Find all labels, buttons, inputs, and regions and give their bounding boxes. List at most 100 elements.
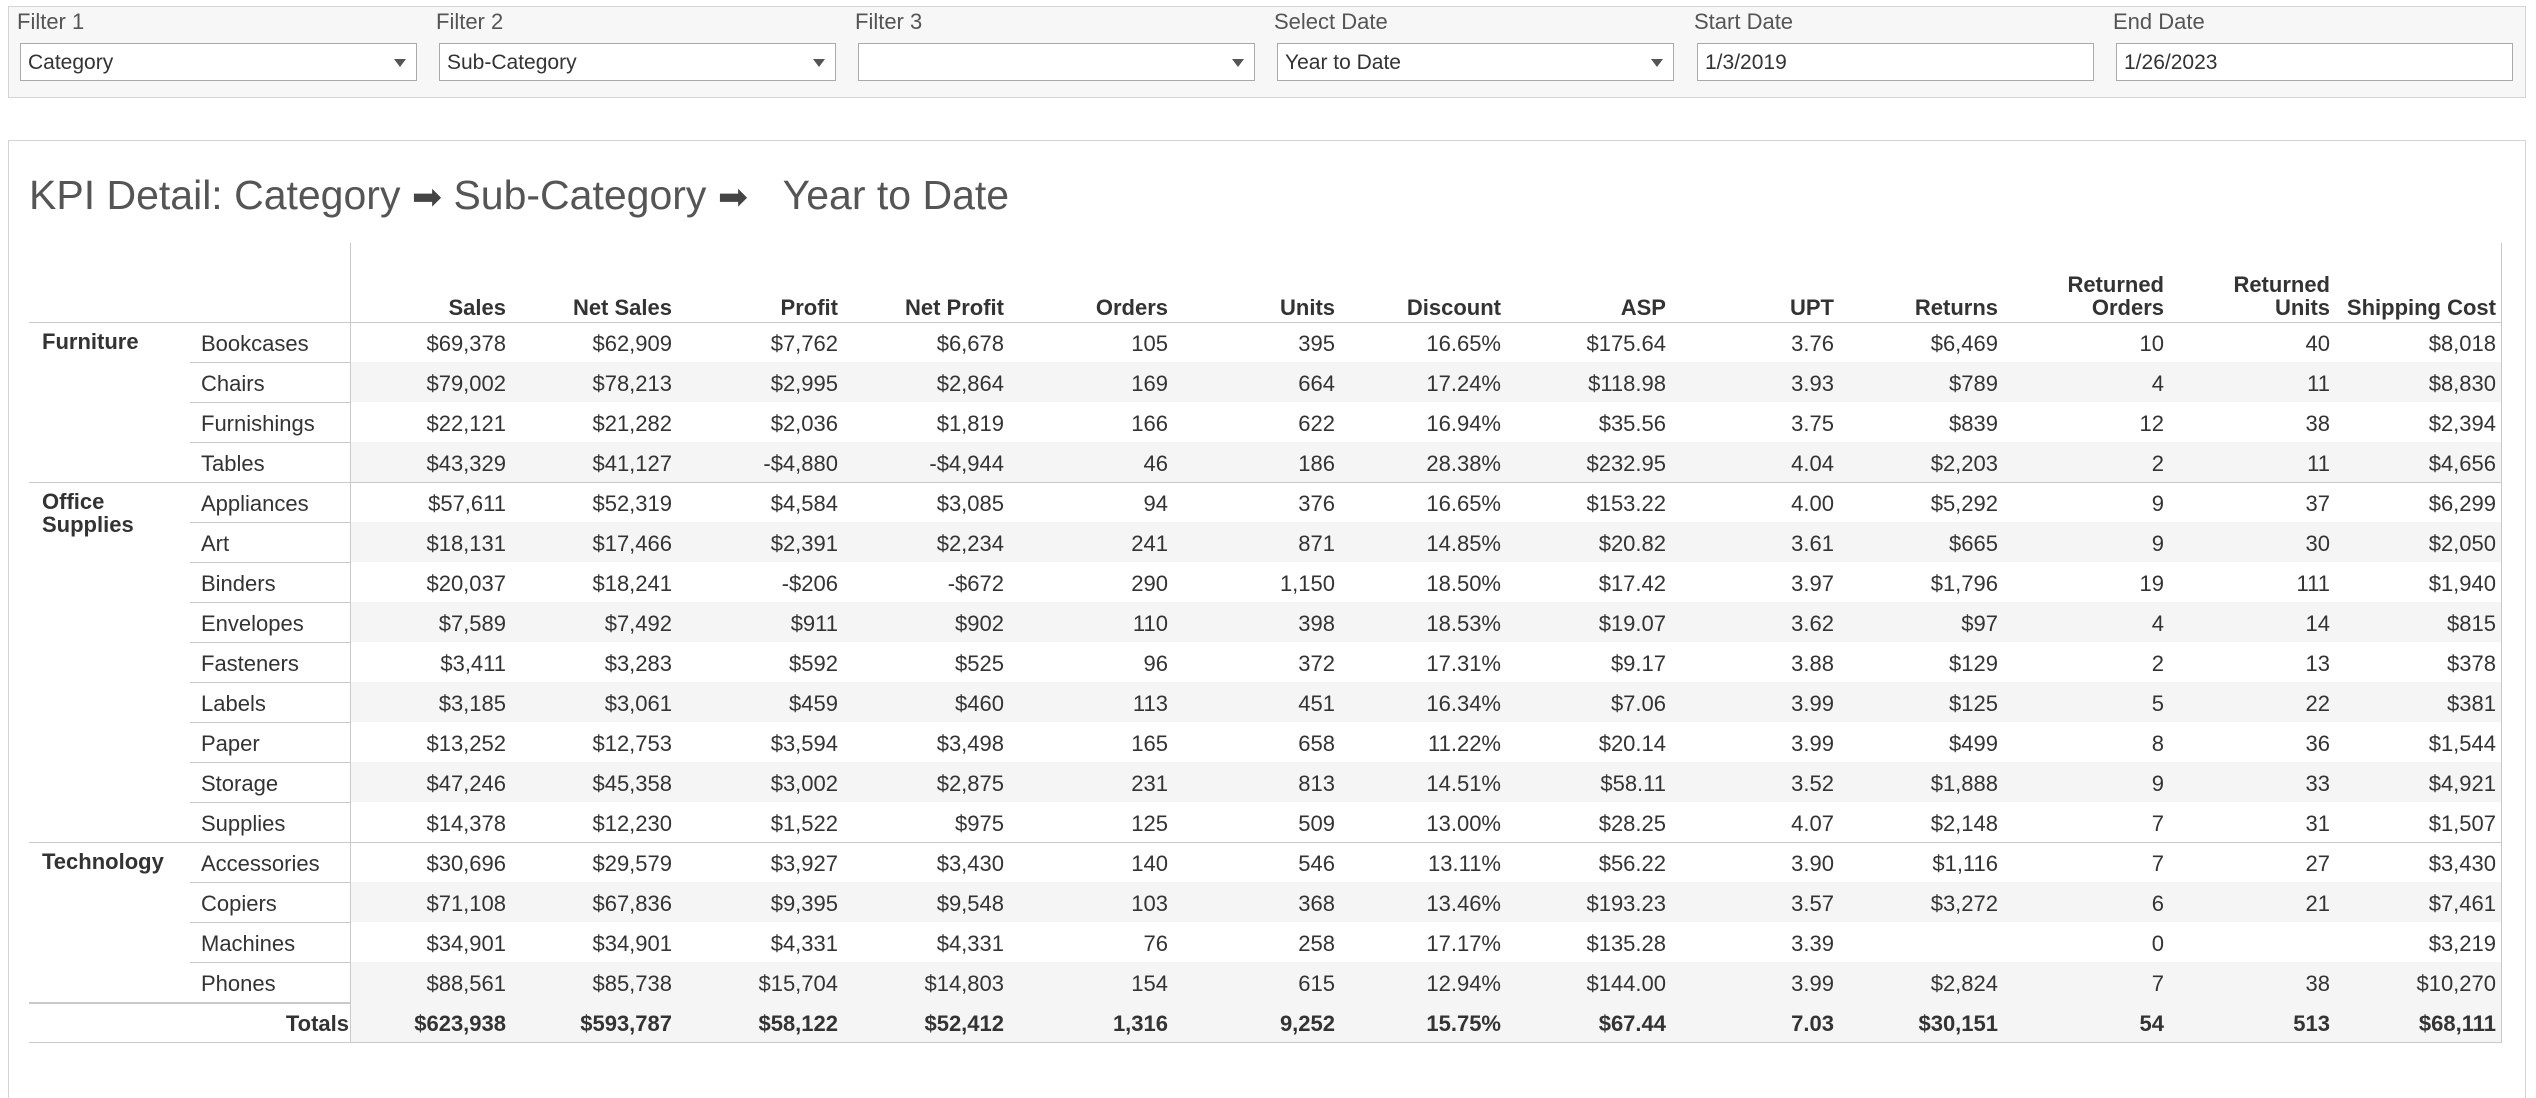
- table-row[interactable]: Art $18,131 $17,466 $2,391 $2,234 241 871 14.85…: [0, 522, 2502, 562]
- subcategory-label[interactable]: Tables: [201, 451, 265, 476]
- table-cell: $3,498: [936, 731, 1004, 756]
- table-cell: $12,230: [592, 811, 672, 836]
- filter-dropdown[interactable]: [858, 43, 1255, 81]
- column-header[interactable]: Profit: [780, 295, 838, 320]
- column-header[interactable]: Returned Orders: [1964, 273, 2164, 319]
- table-cell: $7,762: [770, 331, 838, 356]
- table-row[interactable]: Envelopes $7,589 $7,492 $911 $902 110 398 18.53…: [0, 602, 2502, 642]
- table-row[interactable]: Labels $3,185 $3,061 $459 $460 113 451 16.34% $7…: [0, 682, 2502, 722]
- subcategory-label[interactable]: Copiers: [201, 891, 277, 916]
- table-row[interactable]: Accessories $30,696 $29,579 $3,927 $3,430 140…: [0, 842, 2502, 882]
- table-cell: $9,548: [936, 891, 1004, 916]
- table-cell: 11.22%: [1428, 731, 1501, 756]
- table-cell: 9: [2151, 771, 2164, 796]
- subcategory-divider: [190, 642, 350, 643]
- column-header[interactable]: Sales: [448, 295, 507, 320]
- category-label[interactable]: Technology: [42, 849, 164, 874]
- subcategory-label[interactable]: Art: [201, 531, 230, 556]
- subcategory-label[interactable]: Envelopes: [201, 611, 304, 636]
- table-cell: 40: [2305, 331, 2330, 356]
- table-cell: 14.85%: [1426, 531, 1501, 556]
- table-cell: $118.98: [1588, 371, 1666, 396]
- table-row[interactable]: Chairs $79,002 $78,213 $2,995 $2,864 169 664 17…: [0, 362, 2502, 402]
- subcategory-label[interactable]: Accessories: [201, 851, 320, 876]
- table-cell: $3,430: [2428, 851, 2496, 876]
- table-row[interactable]: Fasteners $3,411 $3,283 $592 $525 96 372 17.31%…: [0, 642, 2502, 682]
- table-cell: 376: [1298, 491, 1335, 516]
- table-cell: $911: [790, 611, 838, 636]
- table-cell: 372: [1298, 651, 1335, 676]
- filter-dropdown[interactable]: Sub-Category: [439, 43, 836, 81]
- table-cell: $52,319: [592, 491, 672, 516]
- chevron-down-icon[interactable]: [1651, 59, 1663, 67]
- category-label[interactable]: Office Supplies: [42, 489, 134, 537]
- totals-cell: $593,787: [580, 1011, 672, 1036]
- table-row[interactable]: Storage $47,246 $45,358 $3,002 $2,875 231 813 1…: [0, 762, 2502, 802]
- subcategory-label[interactable]: Paper: [201, 731, 260, 756]
- totals-cell: 9,252: [1279, 1011, 1335, 1036]
- table-cell: 166: [1131, 411, 1168, 436]
- column-header[interactable]: Units: [1280, 295, 1335, 320]
- subcategory-label[interactable]: Supplies: [201, 811, 286, 836]
- column-header[interactable]: Net Profit: [905, 295, 1004, 320]
- chevron-down-icon[interactable]: [813, 59, 825, 67]
- chevron-down-icon[interactable]: [394, 59, 406, 67]
- date-input[interactable]: 1/3/2019: [1697, 43, 2094, 81]
- table-cell: $789: [1949, 371, 1998, 396]
- table-cell: $17.42: [1598, 571, 1666, 596]
- table-cell: $78,213: [592, 371, 672, 396]
- subcategory-label[interactable]: Fasteners: [201, 651, 299, 676]
- category-label[interactable]: Furniture: [42, 329, 139, 354]
- vertical-divider: [2501, 243, 2502, 1042]
- subcategory-label[interactable]: Chairs: [201, 371, 265, 396]
- table-row[interactable]: Furnishings $22,121 $21,282 $2,036 $1,819 166…: [0, 402, 2502, 442]
- column-header[interactable]: Orders: [1095, 295, 1168, 320]
- column-header[interactable]: UPT: [1790, 295, 1834, 320]
- column-header[interactable]: Shipping Cost: [2346, 295, 2496, 320]
- table-row[interactable]: Phones $88,561 $85,738 $15,704 $14,803 154 615…: [0, 962, 2502, 1002]
- subcategory-label[interactable]: Binders: [201, 571, 276, 596]
- table-row[interactable]: Machines $34,901 $34,901 $4,331 $4,331 76 258 1…: [0, 922, 2502, 962]
- table-cell: $8,830: [2428, 371, 2496, 396]
- column-header[interactable]: Returns: [1914, 295, 1998, 320]
- filter-value: 1/3/2019: [1705, 51, 1787, 74]
- table-row[interactable]: Binders $20,037 $18,241 -$206 -$672 290 1,150 1…: [0, 562, 2502, 602]
- filter-dropdown[interactable]: Category: [20, 43, 417, 81]
- date-input[interactable]: 1/26/2023: [2116, 43, 2513, 81]
- subcategory-label[interactable]: Phones: [201, 971, 276, 996]
- filter-dropdown[interactable]: Year to Date: [1277, 43, 1674, 81]
- column-header[interactable]: ASP: [1620, 295, 1666, 320]
- column-header[interactable]: Discount: [1406, 295, 1501, 320]
- subcategory-label[interactable]: Storage: [201, 771, 279, 796]
- table-cell: 16.65%: [1426, 331, 1501, 356]
- table-row[interactable]: Copiers $71,108 $67,836 $9,395 $9,548 103 368 1…: [0, 882, 2502, 922]
- table-cell: 3.88: [1791, 651, 1834, 676]
- table-cell: $14,803: [924, 971, 1004, 996]
- subcategory-label[interactable]: Appliances: [201, 491, 309, 516]
- chevron-down-icon[interactable]: [1232, 59, 1244, 67]
- table-row[interactable]: Tables $43,329 $41,127 -$4,880 -$4,944 46 186 2…: [0, 442, 2502, 482]
- table-row[interactable]: Bookcases $69,378 $62,909 $7,762 $6,678 105 39…: [0, 322, 2502, 362]
- subcategory-label[interactable]: Bookcases: [201, 331, 309, 356]
- table-cell: $9.17: [1610, 651, 1666, 676]
- page-title: KPI Detail: Category ➡ Sub-Category ➡ Ye…: [29, 172, 1009, 219]
- row-band: [351, 442, 2501, 482]
- subcategory-label[interactable]: Labels: [201, 691, 266, 716]
- table-cell: 17.17%: [1426, 931, 1501, 956]
- subcategory-label[interactable]: Machines: [201, 931, 296, 956]
- table-cell: 169: [1131, 371, 1168, 396]
- table-cell: $18,131: [426, 531, 506, 556]
- subcategory-divider: [190, 802, 350, 803]
- column-header[interactable]: Net Sales: [572, 295, 672, 320]
- subcategory-label[interactable]: Furnishings: [201, 411, 315, 436]
- table-cell: 395: [1298, 331, 1335, 356]
- column-header[interactable]: Returned Units: [2130, 273, 2330, 319]
- table-cell: 46: [1143, 451, 1168, 476]
- table-row[interactable]: Paper $13,252 $12,753 $3,594 $3,498 165 658 11.…: [0, 722, 2502, 762]
- table-row[interactable]: Appliances $57,611 $52,319 $4,584 $3,085 94 37…: [0, 482, 2502, 522]
- table-cell: $1,544: [2428, 731, 2496, 756]
- table-cell: 3.99: [1791, 731, 1834, 756]
- table-row[interactable]: Supplies $14,378 $12,230 $1,522 $975 125 509 13…: [0, 802, 2502, 842]
- filter-value: 1/26/2023: [2124, 51, 2218, 74]
- table-cell: 9: [2151, 531, 2164, 556]
